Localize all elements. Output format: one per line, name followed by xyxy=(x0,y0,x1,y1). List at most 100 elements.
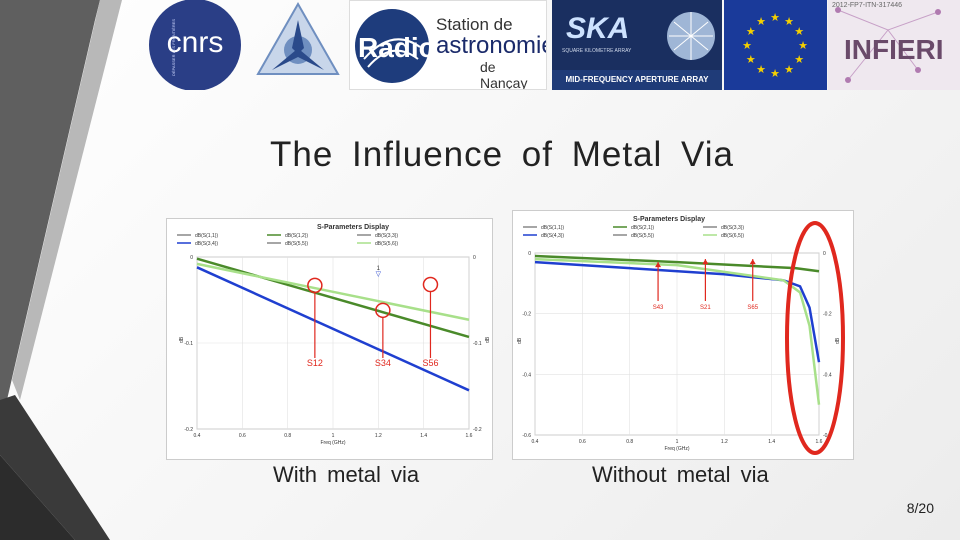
marker-icon: ▽ xyxy=(376,271,382,278)
eu-star-icon: ★ xyxy=(784,16,794,28)
cnrs-tagline: DÉPASSER LES FRONTIÈRES xyxy=(171,19,176,76)
x-tick-label: 0.8 xyxy=(284,433,291,439)
nancay-station: Station de xyxy=(436,15,513,34)
annotation-label: S43 xyxy=(653,305,664,311)
legend-label: dB(S(3,3)) xyxy=(375,233,398,239)
x-tick-label: 0.4 xyxy=(194,433,201,439)
x-tick-label: 0.4 xyxy=(532,439,539,445)
series-line xyxy=(534,254,820,273)
deco-dark-corner xyxy=(0,395,110,540)
legend-label: dB(S(2,1)) xyxy=(631,225,654,231)
legend-label: dB(S(3,4)) xyxy=(195,241,218,247)
highlight-ellipse xyxy=(785,221,845,455)
chart-without-via-svg: S-Parameters Display dB(S(1,1)) dB(S(2,1))… xyxy=(517,216,841,452)
eu-star-icon: ★ xyxy=(794,54,804,66)
y-axis-label-right: dB xyxy=(835,337,841,344)
deco-gray-stripe xyxy=(12,0,122,400)
y-tick-label-right: -0.2 xyxy=(823,312,832,318)
infieri-logo: 2012-FP7-ITN-317446 INFIERI xyxy=(828,0,960,90)
marker-label: 1 xyxy=(377,266,381,272)
y-tick-label-left: -0.6 xyxy=(522,433,531,439)
x-tick-label: 0.8 xyxy=(626,439,633,445)
x-tick-label: 1.6 xyxy=(466,433,473,439)
y-tick-label-right: 0 xyxy=(823,251,826,257)
annotation-arrowhead xyxy=(655,262,662,268)
chart-title: S-Parameters Display xyxy=(633,216,705,223)
y-tick-label-left: -0.1 xyxy=(184,341,193,347)
chart-title: S-Parameters Display xyxy=(317,224,389,231)
eu-star-icon: ★ xyxy=(770,68,780,80)
eu-star-icon: ★ xyxy=(784,64,794,76)
y-axis-label-left: dB xyxy=(517,337,523,344)
eu-star-icon: ★ xyxy=(770,12,780,24)
y-tick-label-right: -0.1 xyxy=(473,341,482,347)
x-tick-label: 0.6 xyxy=(579,439,586,445)
caption-with-via: With metal via xyxy=(273,462,420,487)
infieri-wordmark: INFIERI xyxy=(844,34,944,65)
legend-label: dB(S(5,5)) xyxy=(285,241,308,247)
radio-dish-icon xyxy=(355,9,429,83)
nancay-radio: Radio xyxy=(358,32,436,63)
y-tick-label-right: -0.6 xyxy=(823,433,832,439)
x-tick-label: 1 xyxy=(676,439,679,445)
nancay-logo: Station de Radio astronomie de Nançay xyxy=(349,0,547,90)
x-tick-label: 1 xyxy=(332,433,335,439)
deco-dark-band xyxy=(0,0,100,430)
eu-star-icon: ★ xyxy=(756,16,766,28)
x-tick-label: 1.4 xyxy=(768,439,775,445)
y-tick-label-right: 0 xyxy=(473,255,476,261)
annotation-circle xyxy=(422,276,439,293)
y-tick-label-right: -0.4 xyxy=(823,372,832,378)
y-tick-label-right: -0.2 xyxy=(473,427,482,433)
nancay-astronomie: astronomie xyxy=(436,32,547,59)
series-line xyxy=(196,257,470,339)
chart-with-via-svg: S-Parameters Display dB(S(1,1)) dB(S(1,2))… xyxy=(177,224,491,446)
x-tick-label: 1.2 xyxy=(721,439,728,445)
annotation-label: S12 xyxy=(307,358,323,368)
legend-label: dB(S(1,1)) xyxy=(541,225,564,231)
eu-star-icon: ★ xyxy=(746,26,756,38)
infieri-grant: 2012-FP7-ITN-317446 xyxy=(832,2,903,9)
series-line xyxy=(196,266,470,392)
x-tick-label: 1.4 xyxy=(420,433,427,439)
legend-label: dB(S(5,5)) xyxy=(631,233,654,239)
legend-label: dB(S(1,2)) xyxy=(285,233,308,239)
series-line xyxy=(196,262,470,322)
x-tick-label: 1.6 xyxy=(816,439,823,445)
y-tick-label-left: 0 xyxy=(190,255,193,261)
eu-star-icon: ★ xyxy=(794,26,804,38)
legend-label: dB(S(4,3)) xyxy=(541,233,564,239)
cnrs-logo: cnrs DÉPASSER LES FRONTIÈRES xyxy=(145,0,245,90)
caption-without-via: Without metal via xyxy=(592,462,769,487)
cnrs-wordmark: cnrs xyxy=(167,26,224,59)
annotation-arrowhead xyxy=(749,259,756,265)
annotation-label: S65 xyxy=(747,305,758,311)
pmc-logo xyxy=(252,0,344,90)
page-number: 8/20 xyxy=(906,500,934,516)
y-tick-label-left: -0.4 xyxy=(522,372,531,378)
nancay-de: de Nançay xyxy=(480,59,528,90)
annotation-label: S21 xyxy=(700,305,711,311)
y-axis-label-right: dB xyxy=(485,336,491,343)
annotation-arrowhead xyxy=(702,259,709,265)
chart-with-via: S-Parameters Display dB(S(1,1)) dB(S(1,2))… xyxy=(166,218,493,460)
eu-star-icon: ★ xyxy=(798,40,808,52)
ska-wordmark: SKA xyxy=(566,12,630,45)
eu-star-icon: ★ xyxy=(756,64,766,76)
ska-logo: SKA SQUARE KILOMETRE ARRAY MID-FREQUENCY… xyxy=(552,0,722,90)
ska-subtitle: SQUARE KILOMETRE ARRAY xyxy=(562,48,632,54)
network-graph-icon xyxy=(835,7,941,83)
slide-title: The Influence of Metal Via xyxy=(270,135,734,174)
eu-star-icon: ★ xyxy=(746,54,756,66)
legend-label: dB(S(1,1)) xyxy=(195,233,218,239)
legend-label: dB(S(6,5)) xyxy=(721,233,744,239)
y-tick-label-left: 0 xyxy=(528,251,531,257)
aperture-array-icon xyxy=(667,12,715,60)
deco-corner-fill xyxy=(0,455,75,540)
legend-label: dB(S(5,6)) xyxy=(375,241,398,247)
annotation-label: S56 xyxy=(422,358,438,368)
x-axis-label: Freq (GHz) xyxy=(665,446,690,452)
x-tick-label: 1.2 xyxy=(375,433,382,439)
y-axis-label-left: dB xyxy=(179,336,185,343)
